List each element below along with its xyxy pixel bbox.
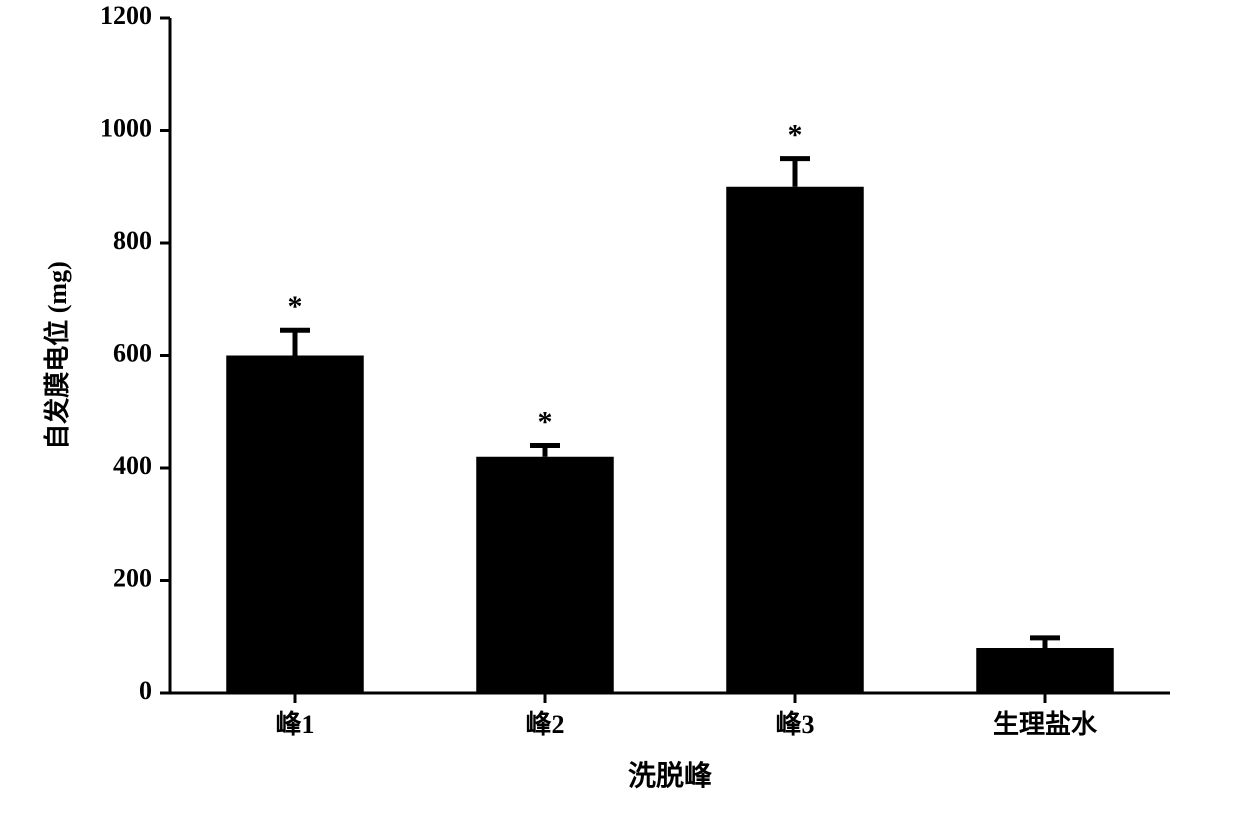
y-tick-label: 1200: [100, 1, 152, 30]
chart-svg: 0 200 400 600 800 1000 1200 自发膜电位 (mg) * 峰1 * 峰2 * 峰3…: [0, 0, 1240, 816]
bar: [976, 648, 1114, 693]
y-tick-label: 800: [113, 226, 152, 255]
significance-marker: *: [788, 119, 803, 152]
significance-marker: *: [288, 290, 303, 323]
y-tick-label: 600: [113, 338, 152, 367]
x-tick-label: 峰2: [525, 710, 564, 739]
bar: [226, 356, 364, 694]
x-tick-label: 生理盐水: [993, 710, 1098, 739]
x-tick-label: 峰1: [275, 710, 314, 739]
y-tick-label: 1000: [100, 113, 152, 142]
y-axis-label: 自发膜电位 (mg): [42, 261, 72, 449]
x-tick-label: 峰3: [775, 710, 814, 739]
bar-chart: 0 200 400 600 800 1000 1200 自发膜电位 (mg) * 峰1 * 峰2 * 峰3…: [0, 0, 1240, 816]
significance-marker: *: [538, 406, 553, 439]
x-axis-label: 洗脱峰: [628, 760, 712, 792]
y-tick-label: 400: [113, 451, 152, 480]
y-tick-label: 0: [139, 676, 152, 705]
bar: [476, 457, 614, 693]
bar: [726, 187, 864, 693]
y-tick-label: 200: [113, 563, 152, 592]
